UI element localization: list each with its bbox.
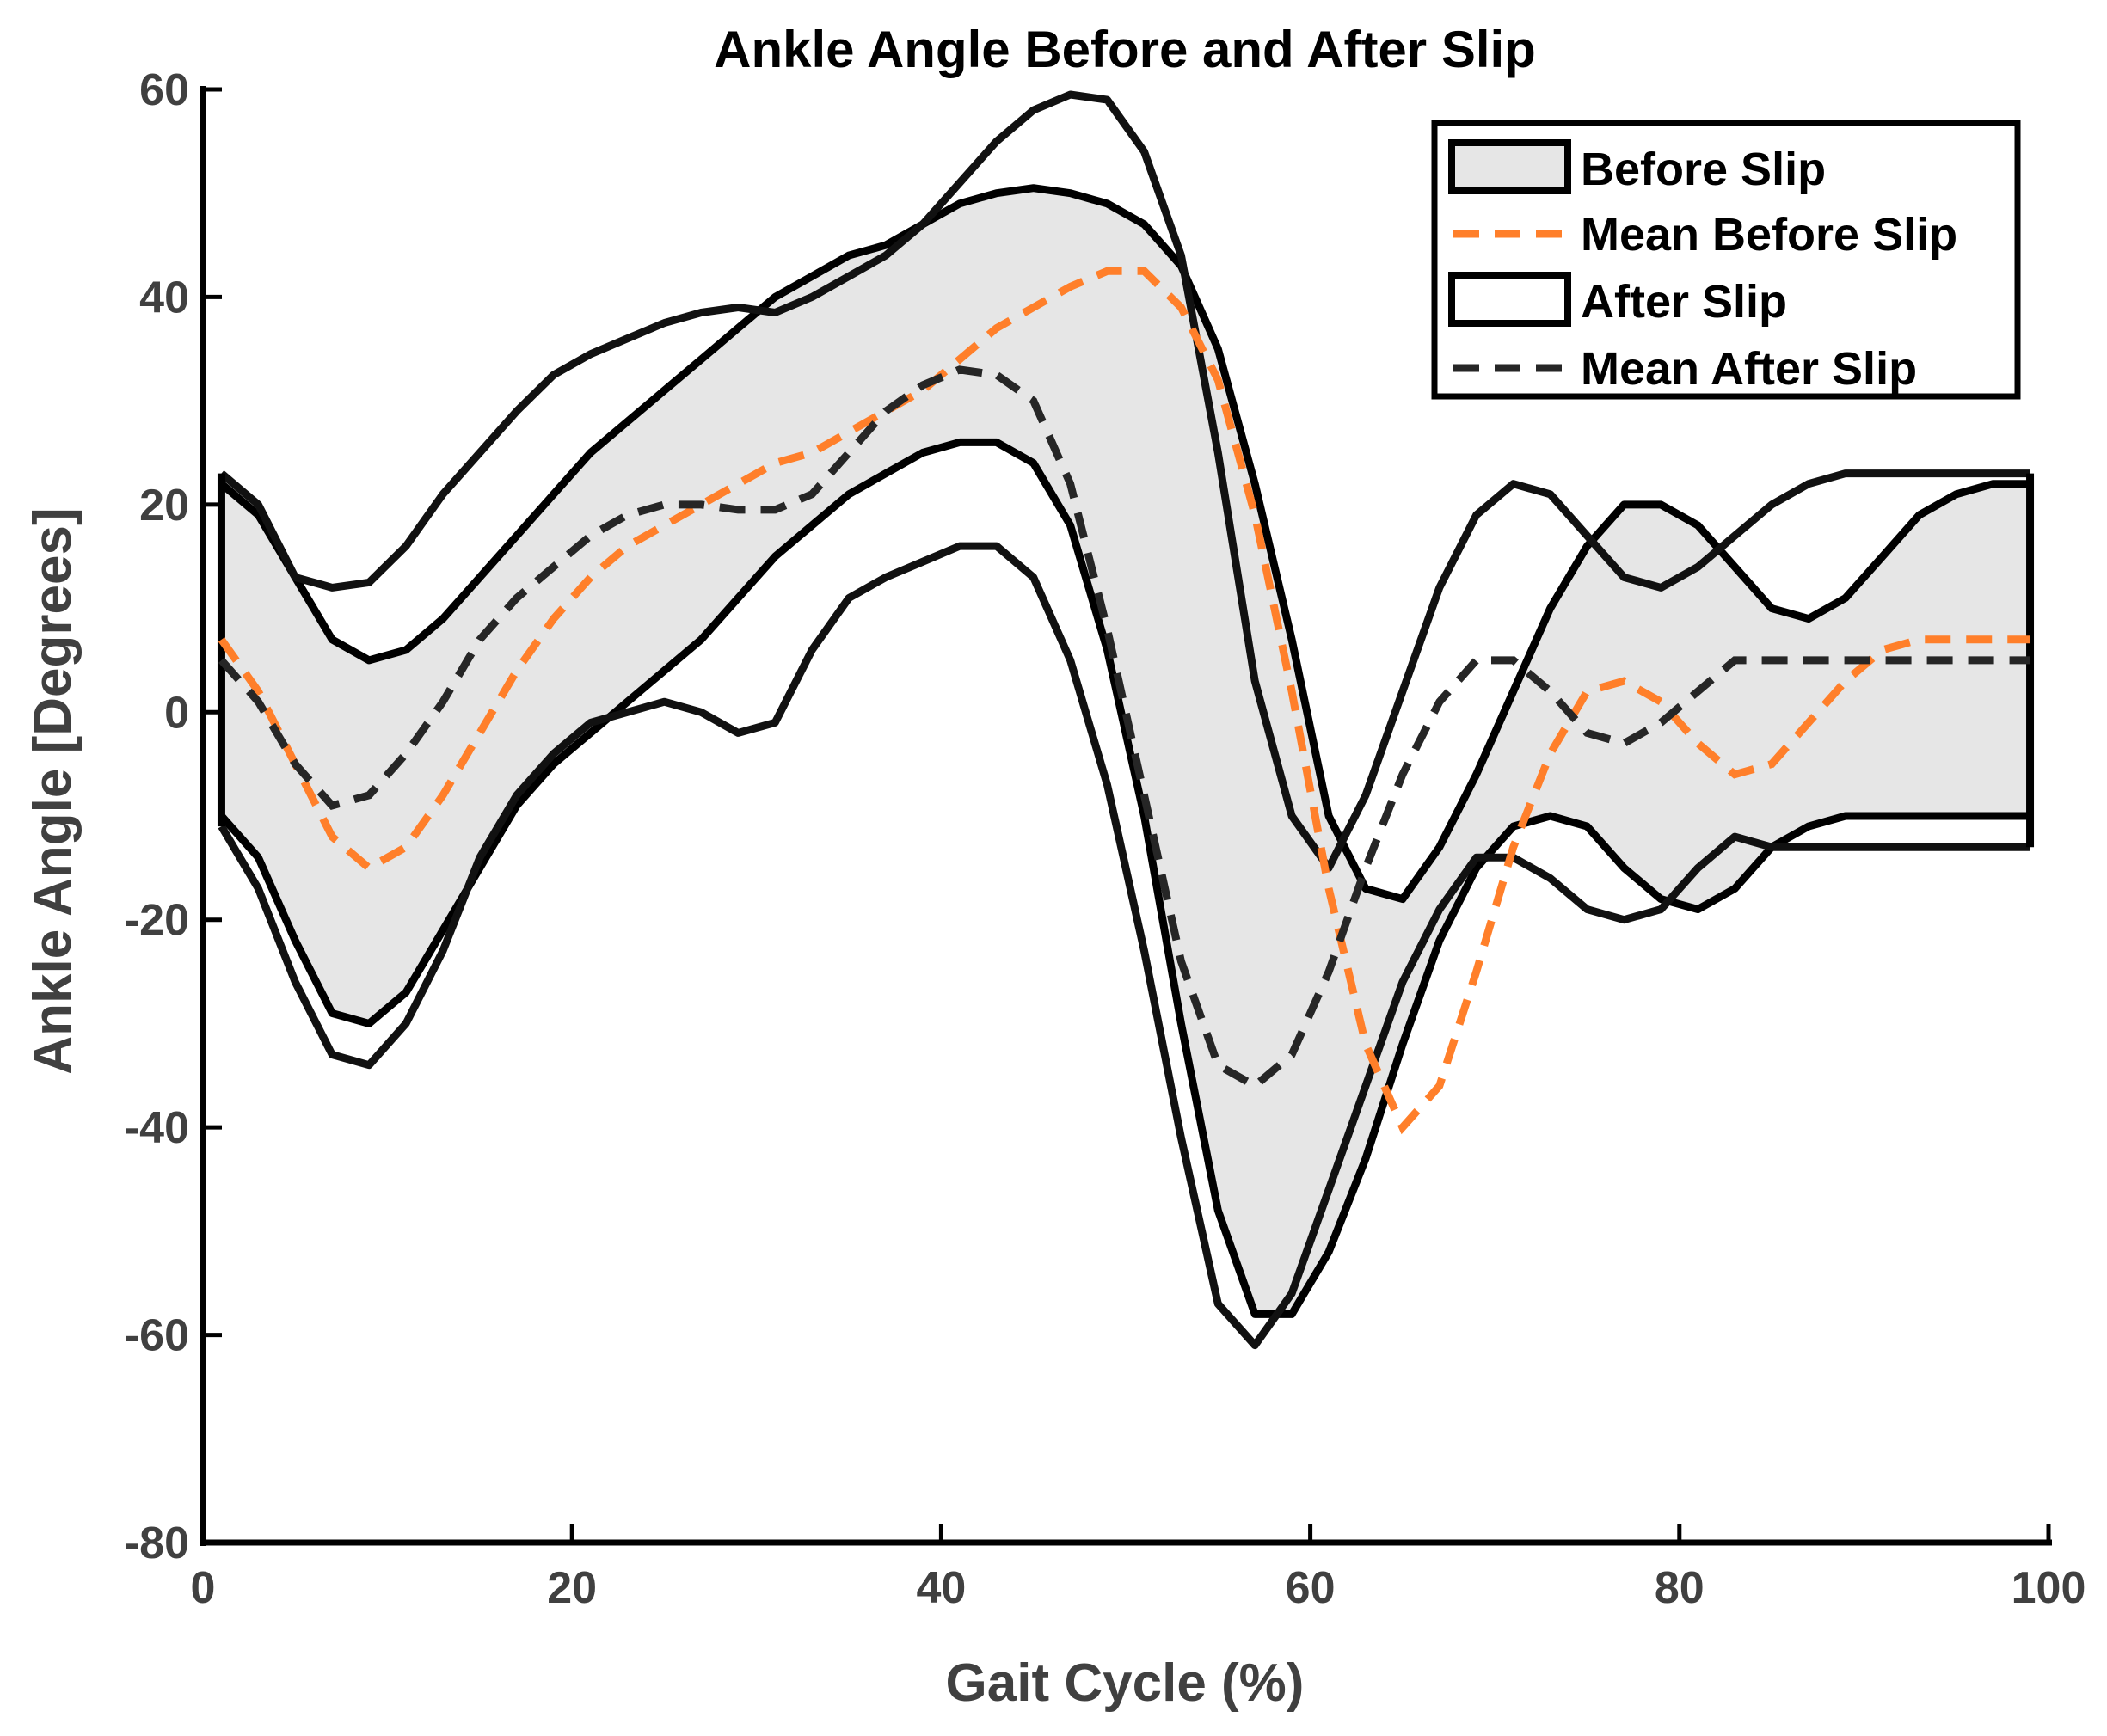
- band-layer: [217, 90, 2035, 1350]
- chart-title: Ankle Angle Before and After Slip: [714, 21, 1536, 78]
- legend-label: After Slip: [1581, 276, 1787, 328]
- x-tick-label: 100: [2012, 1563, 2086, 1613]
- x-tick-label: 40: [916, 1563, 966, 1613]
- before-slip-lower-line: [218, 438, 2030, 1318]
- legend-label: Mean Before Slip: [1581, 209, 1957, 261]
- axes: [200, 86, 2052, 1546]
- y-tick-label: -20: [125, 896, 189, 946]
- after-slip-lower-line: [218, 542, 2030, 1350]
- x-tick-label: 0: [191, 1563, 216, 1613]
- before-slip-upper-line: [218, 184, 2030, 904]
- legend: Before Slip Mean Before Slip After Slip Mea…: [1431, 120, 2021, 400]
- mean-layer: [218, 267, 2030, 1135]
- legend-label: Before Slip: [1581, 144, 1826, 195]
- y-axis-label: Ankle Angle [Degrees]: [23, 507, 83, 1074]
- tick-labels: 0 20 40 60 80 100 -80 -60 -40 -20 0 20 40 60: [125, 65, 2086, 1613]
- legend-swatch-band: [1448, 139, 1571, 194]
- x-tick-label: 20: [547, 1563, 597, 1613]
- y-tick-label: -80: [125, 1518, 189, 1568]
- y-tick-label: 20: [139, 481, 189, 531]
- y-tick-label: -40: [125, 1103, 189, 1153]
- mean-after-slip-line: [218, 365, 2030, 1091]
- x-tick-label: 80: [1655, 1563, 1705, 1613]
- before-slip-band: [221, 187, 2030, 1315]
- after-slip-upper-line: [218, 90, 2030, 872]
- x-tick-label: 60: [1286, 1563, 1336, 1613]
- y-tick-label: 40: [139, 273, 189, 322]
- x-axis-label: Gait Cycle (%): [946, 1653, 1305, 1713]
- legend-label: Mean After Slip: [1581, 343, 1917, 395]
- y-tick-label: 0: [164, 688, 189, 738]
- y-tick-label: -60: [125, 1311, 189, 1361]
- legend-swatch-band: [1448, 272, 1571, 327]
- y-tick-label: 60: [139, 65, 189, 115]
